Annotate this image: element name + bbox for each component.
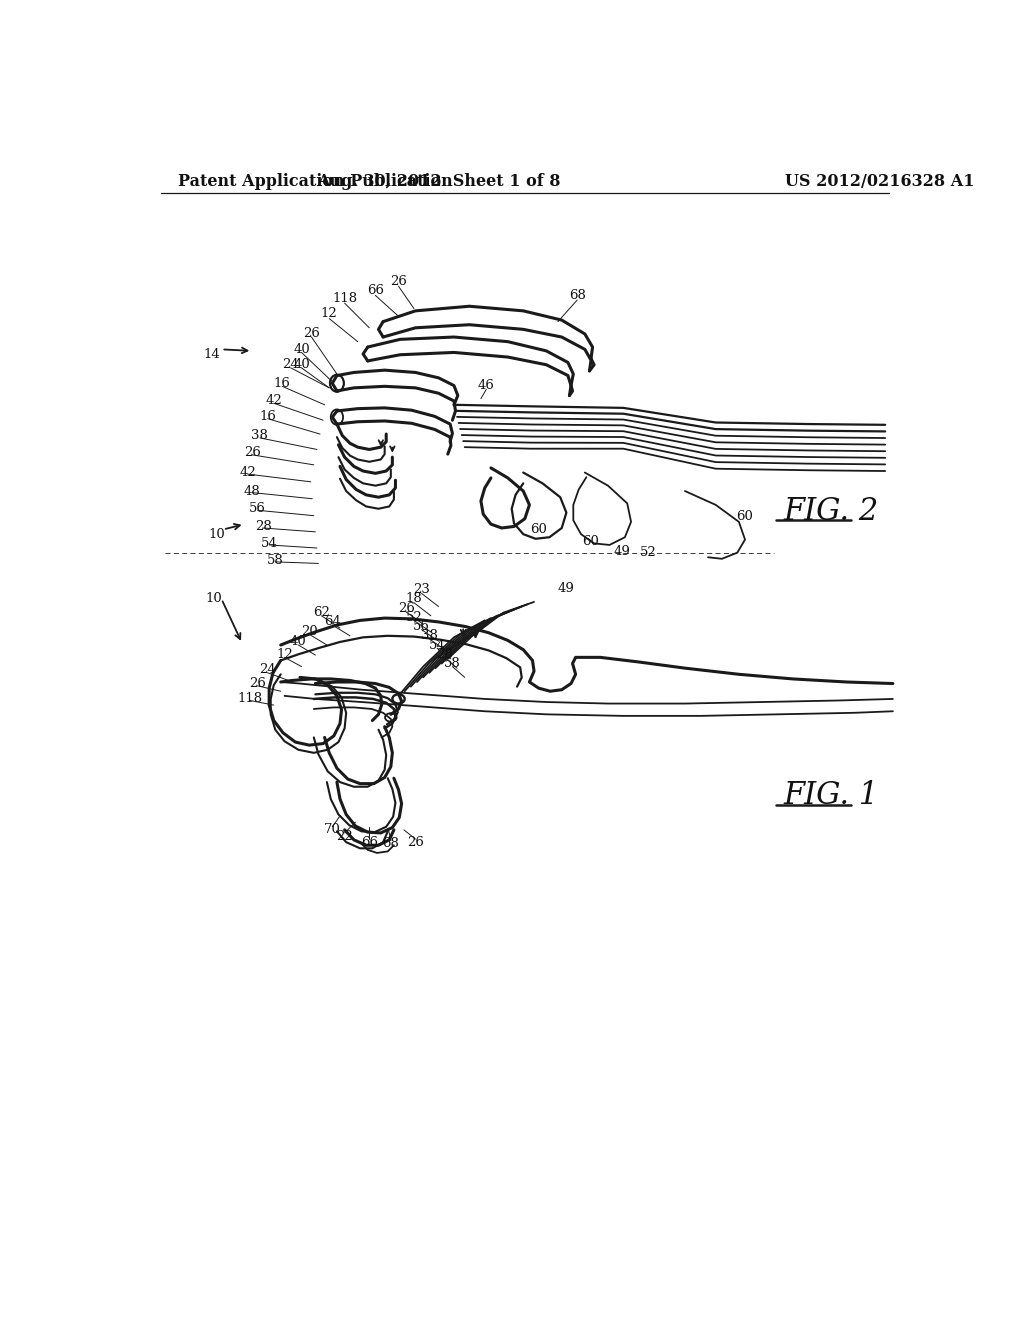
Text: 20: 20 — [301, 624, 317, 638]
Text: 40: 40 — [290, 635, 307, 648]
Text: 70: 70 — [324, 824, 341, 837]
Text: 26: 26 — [303, 327, 319, 341]
Text: 58: 58 — [444, 657, 461, 671]
Text: 49: 49 — [613, 545, 630, 557]
Text: 10: 10 — [206, 593, 222, 606]
Text: 118: 118 — [332, 292, 357, 305]
Text: 42: 42 — [240, 466, 256, 479]
Text: 38: 38 — [252, 429, 268, 442]
Text: 10: 10 — [209, 528, 225, 541]
Text: 40: 40 — [293, 343, 310, 356]
Text: 26: 26 — [244, 446, 261, 459]
Text: 24: 24 — [259, 663, 276, 676]
Text: 42: 42 — [265, 395, 283, 408]
Text: 54: 54 — [261, 537, 278, 550]
Text: 26: 26 — [397, 602, 415, 615]
Text: 40: 40 — [293, 358, 310, 371]
Text: 24: 24 — [283, 358, 299, 371]
Text: 49: 49 — [557, 582, 574, 594]
Text: 68: 68 — [568, 289, 586, 302]
Text: 28: 28 — [436, 648, 453, 661]
Text: 38: 38 — [421, 630, 437, 643]
Text: 54: 54 — [429, 639, 445, 652]
Text: Aug. 30, 2012  Sheet 1 of 8: Aug. 30, 2012 Sheet 1 of 8 — [316, 173, 560, 190]
Text: 16: 16 — [259, 409, 276, 422]
Text: 46: 46 — [478, 379, 495, 392]
Text: 28: 28 — [255, 520, 271, 533]
Text: 18: 18 — [406, 593, 422, 606]
Text: US 2012/0216328 A1: US 2012/0216328 A1 — [785, 173, 975, 190]
Text: 48: 48 — [244, 484, 260, 498]
Text: 60: 60 — [736, 510, 754, 523]
Text: 118: 118 — [238, 693, 262, 705]
Text: 56: 56 — [413, 620, 430, 634]
Text: 66: 66 — [367, 284, 384, 297]
Text: 26: 26 — [407, 836, 424, 849]
Text: 66: 66 — [360, 836, 378, 849]
Text: 14: 14 — [203, 348, 220, 362]
Text: 60: 60 — [583, 536, 599, 548]
Text: 23: 23 — [413, 583, 430, 597]
Text: 16: 16 — [273, 376, 291, 389]
Text: 26: 26 — [390, 275, 407, 288]
Text: 12: 12 — [321, 308, 338, 321]
Text: Patent Application Publication: Patent Application Publication — [178, 173, 453, 190]
Text: 58: 58 — [267, 554, 284, 566]
Text: 56: 56 — [249, 502, 266, 515]
Text: 64: 64 — [324, 615, 341, 628]
Text: 52: 52 — [640, 546, 656, 560]
Text: 26: 26 — [249, 677, 266, 690]
Text: 12: 12 — [276, 648, 293, 661]
Text: 22: 22 — [336, 829, 353, 842]
Text: 60: 60 — [530, 523, 547, 536]
Text: FIG. 2: FIG. 2 — [783, 495, 879, 527]
Text: FIG. 1: FIG. 1 — [783, 780, 879, 812]
Text: 68: 68 — [382, 837, 399, 850]
Text: 62: 62 — [313, 606, 330, 619]
Text: 52: 52 — [406, 611, 422, 624]
